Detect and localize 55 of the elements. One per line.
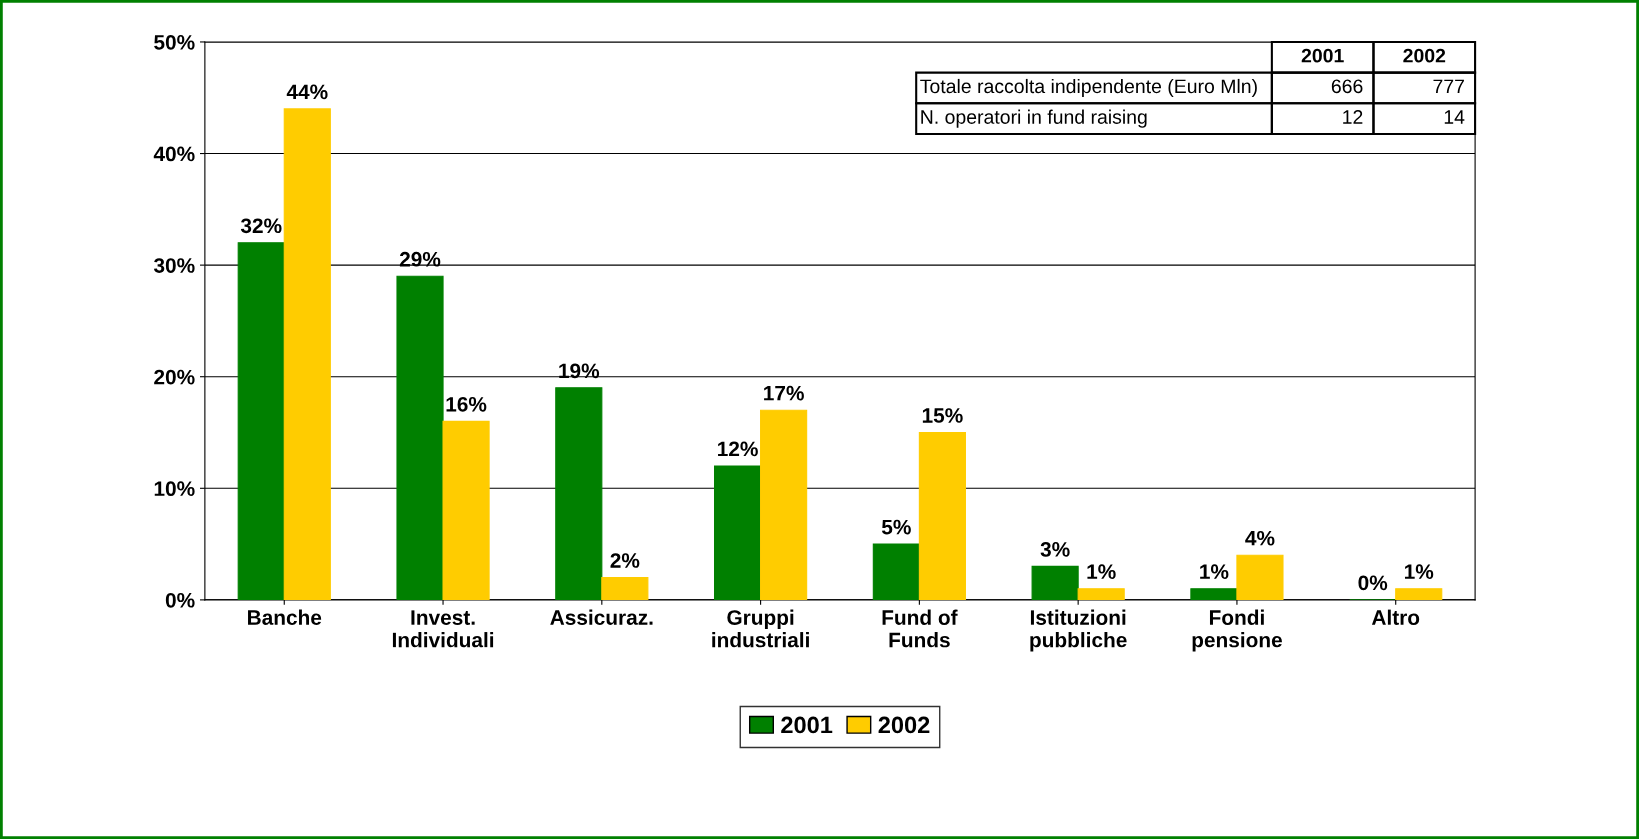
data-label: 16%	[446, 396, 487, 412]
bar	[396, 275, 444, 600]
data-label: 1%	[1404, 564, 1434, 580]
data-label: 19%	[559, 363, 600, 379]
x-tick-label: Fondi pensione	[1192, 609, 1282, 652]
x-tick-label: Gruppi industriali	[712, 609, 809, 648]
y-tick-label: 20%	[154, 369, 195, 385]
data-label: 32%	[240, 218, 282, 234]
annotation: 14	[1444, 110, 1465, 124]
data-label: 44%	[286, 84, 328, 100]
bar	[1395, 588, 1443, 600]
text: 2002	[1403, 48, 1446, 63]
bar	[442, 420, 490, 600]
annotation: Totale raccolta indipendente (Euro Mln)	[920, 78, 1257, 98]
x-tick-label: Altro	[1371, 609, 1420, 625]
bar	[760, 409, 808, 600]
annotation: 12	[1343, 110, 1363, 124]
bar	[555, 387, 603, 600]
annotation: 777	[1433, 79, 1464, 94]
data-label: 0%	[1358, 575, 1388, 591]
data-label: 3%	[1040, 541, 1070, 557]
bar	[1031, 565, 1079, 600]
y-tick-label: 50%	[154, 34, 195, 50]
legend-label: 2002	[878, 716, 930, 734]
data-label: 1%	[1087, 564, 1116, 580]
bar	[283, 108, 331, 600]
x-tick-label: Banche	[248, 609, 322, 625]
bar	[1190, 588, 1238, 600]
x-tick-label: Invest. Individuali	[392, 610, 494, 648]
bar	[713, 465, 762, 600]
text: 2001	[1301, 48, 1344, 63]
x-tick-label: Istituzioni pubbliche	[1030, 609, 1127, 652]
data-label: 1%	[1200, 564, 1229, 580]
data-label: 5%	[881, 519, 911, 535]
data-label: 15%	[922, 408, 963, 423]
data-label: 29%	[399, 251, 441, 267]
bar	[237, 242, 285, 600]
bar	[872, 543, 920, 600]
x-tick-label: Assicuraz.	[550, 609, 653, 625]
bar	[1236, 554, 1284, 600]
y-tick-label: 10%	[154, 481, 195, 497]
y-tick-label: 30%	[153, 258, 195, 273]
y-tick-label: 0%	[165, 592, 195, 608]
y-tick-label: 40%	[153, 146, 195, 162]
annotation: 666	[1331, 79, 1363, 94]
bar	[601, 577, 649, 600]
bar	[918, 431, 966, 600]
data-label: 17%	[764, 385, 804, 401]
x-tick-label: Fund of Funds	[882, 609, 958, 648]
bar	[1077, 588, 1125, 600]
data-label: 2%	[610, 553, 640, 568]
annotation: N. operatori in fund raising	[921, 109, 1147, 128]
data-label: 4%	[1245, 530, 1275, 546]
legend-label: 2001	[781, 716, 833, 734]
data-label: 12%	[718, 441, 758, 457]
